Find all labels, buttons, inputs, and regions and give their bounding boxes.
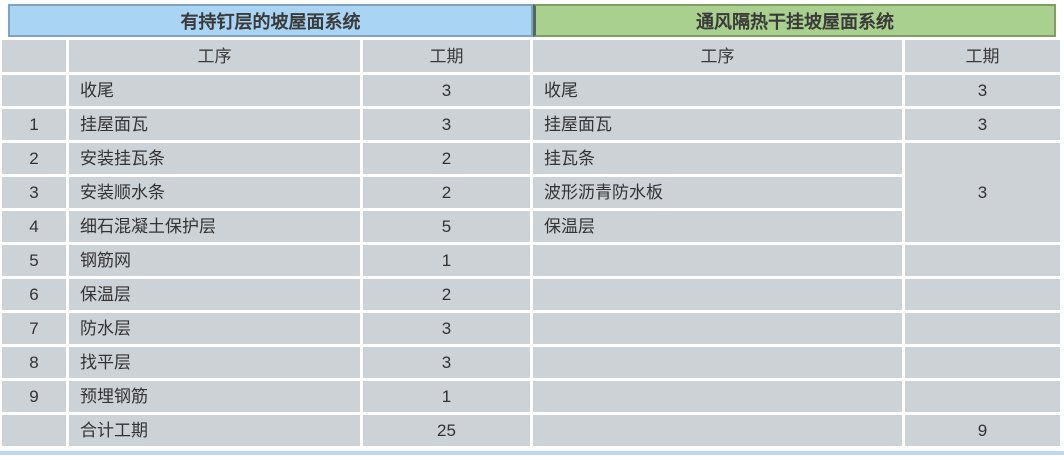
left-index-column-header (2, 40, 66, 72)
left-row-index: 9 (2, 381, 66, 412)
left-duration-cell: 1 (363, 245, 530, 276)
left-process-cell: 细石混凝土保护层 (69, 211, 360, 242)
left-duration-column-header: 工期 (363, 40, 530, 72)
right-process-cell (533, 347, 902, 378)
left-process-cell: 保温层 (69, 279, 360, 310)
right-duration-cell (905, 279, 1060, 310)
left-process-cell: 钢筋网 (69, 245, 360, 276)
left-process-cell: 预埋钢筋 (69, 381, 360, 412)
right-process-cell (533, 415, 902, 446)
left-row-index: 6 (2, 279, 66, 310)
left-duration-cell: 2 (363, 279, 530, 310)
left-duration-cell: 2 (363, 143, 530, 174)
right-process-cell (533, 279, 902, 310)
left-row-index (2, 415, 66, 446)
right-process-cell: 挂屋面瓦 (533, 109, 902, 140)
left-process-cell: 挂屋面瓦 (69, 109, 360, 140)
right-duration-cell (905, 245, 1060, 276)
right-process-cell (533, 245, 902, 276)
left-duration-cell: 1 (363, 381, 530, 412)
left-duration-cell: 5 (363, 211, 530, 242)
left-process-cell: 安装顺水条 (69, 177, 360, 208)
left-row-index (2, 75, 66, 106)
left-duration-cell: 3 (363, 313, 530, 344)
left-row-index: 8 (2, 347, 66, 378)
left-process-cell: 收尾 (69, 75, 360, 106)
roofing-comparison-table: 有持钉层的坡屋面系统 通风隔热干挂坡屋面系统 工序 工期 工序 工期 收尾 3 … (2, 4, 1060, 446)
left-total-duration-cell: 25 (363, 415, 530, 446)
right-process-cell: 保温层 (533, 211, 902, 242)
right-duration-merged-cell: 3 (905, 143, 1060, 242)
left-row-index: 3 (2, 177, 66, 208)
left-process-column-header: 工序 (69, 40, 360, 72)
left-row-index: 1 (2, 109, 66, 140)
left-row-index: 2 (2, 143, 66, 174)
left-row-index: 7 (2, 313, 66, 344)
right-system-title: 通风隔热干挂坡屋面系统 (533, 4, 1056, 37)
right-duration-cell (905, 347, 1060, 378)
right-process-column-header: 工序 (533, 40, 902, 72)
left-process-cell: 防水层 (69, 313, 360, 344)
left-row-index: 4 (2, 211, 66, 242)
left-row-index: 5 (2, 245, 66, 276)
bottom-accent-strip (0, 451, 1064, 455)
right-process-cell (533, 381, 902, 412)
left-duration-cell: 3 (363, 75, 530, 106)
left-duration-cell: 2 (363, 177, 530, 208)
right-duration-cell (905, 313, 1060, 344)
right-duration-cell (905, 381, 1060, 412)
right-process-cell: 波形沥青防水板 (533, 177, 902, 208)
left-system-title: 有持钉层的坡屋面系统 (8, 4, 533, 37)
right-duration-column-header: 工期 (905, 40, 1060, 72)
right-total-duration-cell: 9 (905, 415, 1060, 446)
left-duration-cell: 3 (363, 347, 530, 378)
left-duration-cell: 3 (363, 109, 530, 140)
left-total-label-cell: 合计工期 (69, 415, 360, 446)
right-process-cell: 收尾 (533, 75, 902, 106)
left-process-cell: 安装挂瓦条 (69, 143, 360, 174)
right-process-cell: 挂瓦条 (533, 143, 902, 174)
right-duration-cell: 3 (905, 109, 1060, 140)
left-process-cell: 找平层 (69, 347, 360, 378)
right-duration-cell: 3 (905, 75, 1060, 106)
right-process-cell (533, 313, 902, 344)
